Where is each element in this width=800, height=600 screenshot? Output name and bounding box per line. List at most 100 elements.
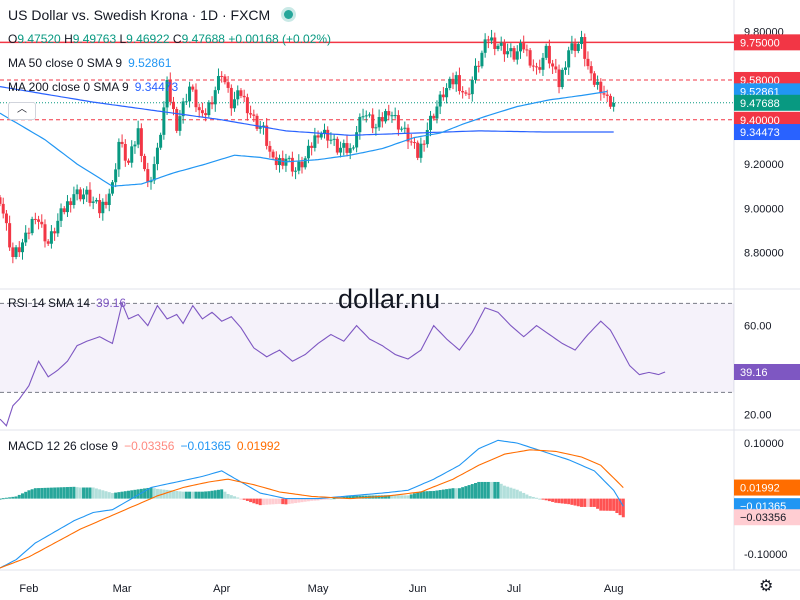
macd-hist-bar: [281, 498, 285, 505]
macd-hist-bar: [535, 497, 539, 499]
candle: [78, 189, 82, 200]
macd-hist-bar: [454, 488, 458, 499]
macd-hist-bar: [422, 491, 426, 499]
ma50-label: MA 50 close 0 SMA 9: [8, 56, 123, 70]
macd-legend[interactable]: MACD 12 26 close 9 −0.03356 −0.01365 0.0199…: [8, 439, 280, 453]
macd-hist-bar: [322, 498, 326, 500]
candle: [242, 95, 246, 98]
candle: [451, 78, 455, 85]
macd-hist-bar: [101, 490, 105, 499]
macd-hist-bar: [390, 495, 394, 499]
candle: [268, 145, 272, 152]
candle: [239, 90, 243, 96]
macd-hist-bar: [380, 495, 384, 499]
macd-hist-bar: [261, 498, 265, 505]
time-tick-label: May: [308, 583, 329, 595]
candle: [586, 58, 590, 67]
macd-hist-bar: [615, 498, 619, 514]
macd-hist-bar: [284, 498, 288, 505]
candle: [53, 231, 57, 234]
macd-signal-tag-bg: [734, 479, 800, 496]
candle: [11, 247, 15, 258]
macd-hist-value: −0.03356: [124, 439, 175, 453]
candle: [483, 39, 487, 53]
macd-hist-bar: [409, 494, 413, 499]
price-tick-label: 9.20000: [744, 159, 784, 171]
macd-hist-bar: [589, 498, 593, 507]
macd-hist-bar: [197, 491, 201, 499]
macd-hist-bar: [175, 490, 179, 499]
candle: [152, 164, 156, 181]
candle: [387, 111, 391, 116]
collapse-legend-button[interactable]: ︿: [8, 102, 36, 120]
candle: [608, 95, 612, 107]
macd-hist-bar: [184, 491, 188, 499]
candle: [342, 143, 346, 148]
macd-hist-bar: [329, 498, 333, 500]
candle: [85, 189, 89, 195]
candle: [496, 45, 500, 49]
candle: [223, 76, 227, 83]
rsi-legend[interactable]: RSI 14 SMA 14 39.16: [8, 296, 126, 310]
candle: [75, 189, 79, 195]
macd-hist-bar: [316, 498, 320, 501]
candle: [419, 143, 423, 158]
candle: [107, 193, 111, 206]
macd-hist-bar: [216, 489, 220, 499]
candle: [17, 247, 21, 253]
candle: [252, 114, 256, 116]
macd-hist-bar: [110, 493, 114, 499]
macd-hist-bar: [59, 487, 63, 499]
candle: [554, 66, 558, 70]
candle: [155, 147, 159, 165]
macd-hist-bar: [547, 498, 551, 502]
macd-tick-label: -0.10000: [744, 549, 787, 561]
gear-icon[interactable]: ⚙: [759, 578, 774, 595]
candle: [91, 201, 95, 203]
macd-hist-bar: [580, 498, 584, 507]
macd-hist-bar: [467, 485, 471, 499]
candle: [384, 111, 388, 122]
candle: [204, 113, 208, 116]
candle: [37, 219, 41, 222]
macd-hist-bar: [91, 487, 95, 499]
ma200-value: 9.34473: [134, 80, 179, 94]
level-tag-bg: [734, 111, 800, 128]
macd-hist-bar: [560, 498, 564, 504]
macd-hist-bar: [319, 498, 323, 500]
candle: [88, 189, 92, 203]
macd-hist-bar: [592, 498, 596, 507]
ma50-legend[interactable]: MA 50 close 0 SMA 9 9.52861: [8, 56, 171, 70]
candle: [329, 139, 333, 141]
close-value: 9.47688: [181, 32, 225, 46]
candle: [303, 158, 307, 168]
candle: [580, 37, 584, 45]
candle: [332, 138, 336, 140]
macd-hist-bar: [165, 489, 169, 499]
ma200-legend[interactable]: MA 200 close 0 SMA 9 9.34473: [8, 80, 178, 94]
chart-header: US Dollar vs. Swedish Krona · 1D · FXCM: [8, 7, 294, 23]
chart-title: US Dollar vs. Swedish Krona · 1D · FXCM: [8, 7, 271, 23]
candle: [541, 57, 545, 70]
candle: [425, 129, 429, 145]
macd-hist-bar: [602, 498, 606, 511]
candle: [486, 39, 490, 41]
candle: [278, 158, 282, 166]
time-tick-label: Apr: [213, 583, 230, 595]
macd-hist-bar: [438, 490, 442, 499]
chevron-up-icon: ︿: [17, 104, 27, 115]
macd-hist-bar: [544, 498, 548, 501]
candle: [274, 157, 278, 166]
candle: [518, 43, 522, 52]
candle: [171, 101, 175, 110]
macd-hist-tag: −0.03356: [740, 512, 786, 524]
macd-hist-bar: [155, 488, 159, 499]
time-tick-label: Feb: [19, 583, 38, 595]
candle: [101, 201, 105, 214]
macd-hist-bar: [477, 481, 481, 499]
ma200-tag-bg: [734, 124, 800, 141]
candle: [200, 110, 204, 114]
candle: [371, 114, 375, 129]
candle: [229, 87, 233, 109]
